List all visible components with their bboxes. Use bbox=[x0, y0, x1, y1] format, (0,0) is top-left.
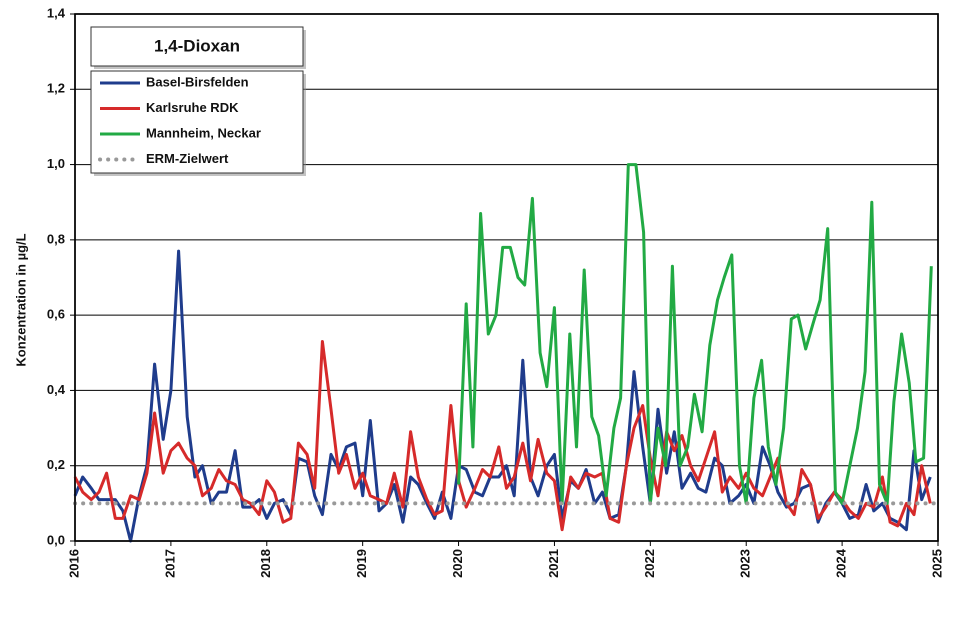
x-tick-label: 2017 bbox=[162, 549, 177, 578]
x-tick-label: 2018 bbox=[258, 549, 273, 578]
plot-frame bbox=[74, 13, 939, 542]
x-tick-label: 2016 bbox=[66, 549, 81, 578]
legend-label: ERM-Zielwert bbox=[146, 151, 229, 166]
legend-label: Basel-Birsfelden bbox=[146, 74, 249, 89]
y-axis-label: Konzentration in µg/L bbox=[13, 233, 28, 366]
x-tick-label: 2023 bbox=[738, 549, 753, 578]
x-tick-label: 2022 bbox=[642, 549, 657, 578]
y-tick-label: 1,4 bbox=[47, 5, 66, 20]
legend-label: Karlsruhe RDK bbox=[146, 100, 239, 115]
legend-label: Mannheim, Neckar bbox=[146, 125, 261, 140]
x-tick-label: 2024 bbox=[834, 548, 849, 578]
y-tick-label: 0,2 bbox=[47, 457, 65, 472]
y-tick-label: 1,0 bbox=[47, 156, 65, 171]
y-tick-label: 0,6 bbox=[47, 307, 65, 322]
x-tick-label: 2021 bbox=[546, 549, 561, 578]
y-tick-label: 0,0 bbox=[47, 532, 65, 547]
y-tick-label: 0,4 bbox=[47, 382, 66, 397]
lines bbox=[73, 163, 940, 543]
x-tick-label: 2020 bbox=[450, 549, 465, 578]
title-box bbox=[90, 26, 304, 67]
legend: Basel-Birsfelden Karlsruhe RDK Mannheim, N… bbox=[98, 74, 261, 166]
series-line bbox=[457, 163, 933, 505]
y-tick-label: 1,2 bbox=[47, 81, 65, 96]
x-tick-label: 2025 bbox=[929, 549, 944, 578]
chart-title: 1,4-Dioxan bbox=[154, 36, 240, 55]
x-tick-label: 2019 bbox=[354, 549, 369, 578]
legend-box bbox=[90, 70, 304, 174]
y-tick-label: 0,8 bbox=[47, 231, 65, 246]
